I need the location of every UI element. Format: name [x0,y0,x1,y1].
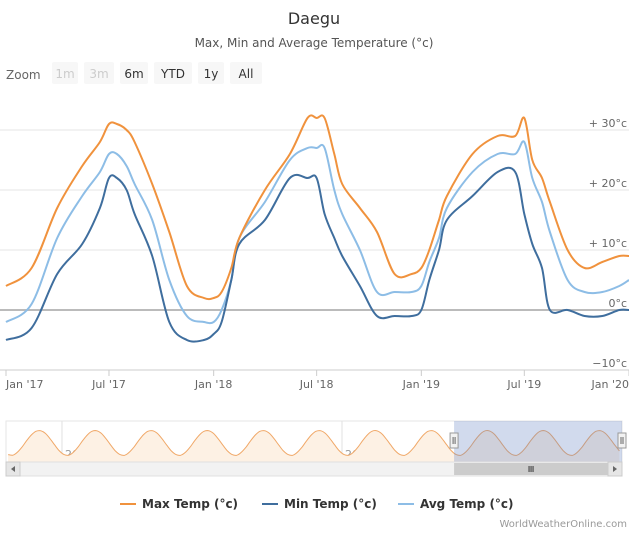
zoom-button-1y[interactable]: 1y [198,62,224,84]
zoom-button-label: All [239,67,254,81]
zoom-button-bg [120,62,148,84]
zoom-label: Zoom [6,68,41,82]
navigator-selection[interactable] [454,421,622,462]
y-tick-label: + 30°c [589,117,627,130]
legend-label: Min Temp (°c) [284,497,377,511]
navigator-line [8,430,620,456]
chart-legend: Max Temp (°c) Min Temp (°c) Avg Temp (°c) [120,497,514,511]
zoom-button-label: 6m [124,67,143,81]
x-tick-label: Jul '18 [299,378,334,391]
y-tick-label: + 10°c [589,237,627,250]
x-tick-label: Jul '19 [506,378,541,391]
legend-label: Max Temp (°c) [142,497,238,511]
y-axis-labels: −10°c 0°c + 10°c + 20°c + 30°c [589,117,627,370]
zoom-button-bg [230,62,262,84]
legend-item-avg-temp[interactable]: Avg Temp (°c) [398,497,514,511]
series-line-max-temp [5,114,629,301]
zoom-button-label: YTD [160,67,185,81]
zoom-button-label: 3m [89,67,108,81]
zoom-button-3m[interactable]: 3m [84,62,114,84]
legend-label: Avg Temp (°c) [420,497,514,511]
navigator-handle-right[interactable] [617,432,627,449]
handle-body [617,432,627,449]
x-tick-label: Jan '17 [5,378,43,391]
y-tick-label: + 20°c [589,177,627,190]
navigator[interactable]: 20102015 [5,420,627,463]
zoom-button-label: 1y [204,67,219,81]
x-tick-label: Jul '17 [91,378,126,391]
x-axis-labels: Jan '17 Jul '17 Jan '18 Jul '18 Jan '19 Jul '… [5,370,629,391]
credit-text: WorldWeatherOnline.com [499,519,627,530]
zoom-button-bg [52,62,78,84]
y-tick-label: 0°c [608,297,627,310]
zoom-button-bg [198,62,224,84]
legend-item-min-temp[interactable]: Min Temp (°c) [262,497,377,511]
navigator-handle-left[interactable] [449,432,459,449]
arrow-left-icon [11,466,15,472]
series-line-avg-temp [5,140,629,325]
chart-series [5,114,629,343]
chart-subtitle: Max, Min and Average Temperature (°c) [195,36,434,50]
series-line-min-temp [5,166,629,343]
x-tick-label: Jan '20 [591,378,629,391]
zoom-button-label: 1m [55,67,74,81]
scrollbar[interactable] [5,461,623,477]
y-tick-label: −10°c [592,357,627,370]
arrow-right-icon [613,466,617,472]
x-tick-label: Jan '18 [194,378,232,391]
scroll-left-button[interactable] [5,461,21,477]
zoom-button-1m[interactable]: 1m [52,62,78,84]
chart-title: Daegu [288,9,340,28]
scroll-right-button[interactable] [607,461,623,477]
zoom-button-all[interactable]: All [230,62,262,84]
zoom-button-ytd[interactable]: YTD [154,62,192,84]
zoom-button-6m[interactable]: 6m [120,62,148,84]
handle-body [449,432,459,449]
x-tick-label: Jan '19 [402,378,440,391]
zoom-buttons: 1m 3m 6m YTD 1y All [52,62,262,84]
zoom-button-bg [154,62,192,84]
navigator-area [8,430,620,462]
legend-item-max-temp[interactable]: Max Temp (°c) [120,497,238,511]
scrollbar-thumb[interactable] [454,463,608,475]
zoom-button-bg [84,62,114,84]
